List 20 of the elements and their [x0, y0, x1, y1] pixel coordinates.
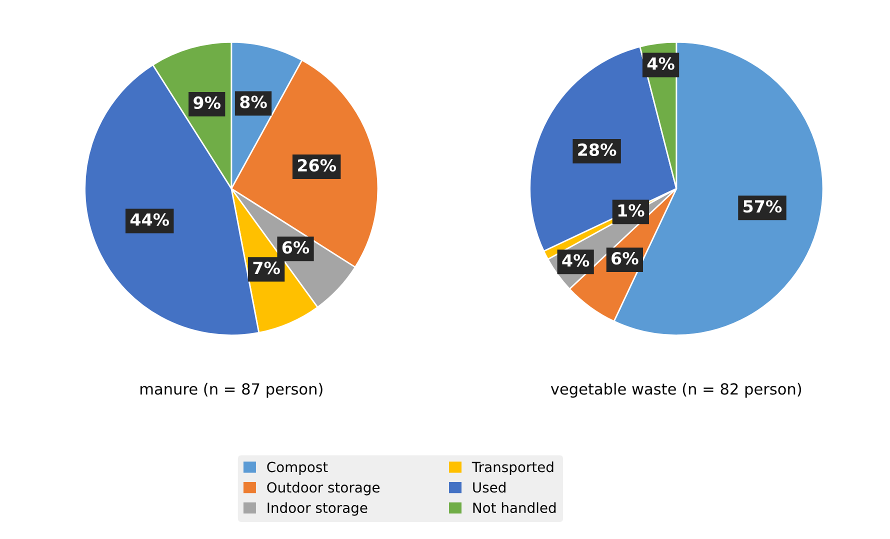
- legend-label: Outdoor storage: [267, 482, 380, 496]
- data-label: 9%: [194, 96, 220, 110]
- data-label: 8%: [240, 96, 267, 108]
- legend-label: Not handled: [473, 502, 556, 514]
- data-label: 1%: [618, 204, 644, 217]
- text: manure (n = 87 person): [140, 382, 322, 398]
- data-label: 6%: [282, 241, 310, 254]
- data-label: 28%: [578, 143, 616, 156]
- data-label: 7%: [253, 262, 280, 274]
- text: vegetable waste (n = 82 person): [550, 382, 802, 398]
- legend-label: Transported: [472, 462, 554, 475]
- legend-label: Used: [473, 482, 506, 493]
- data-label: 4%: [562, 254, 590, 267]
- legend-label: Compost: [267, 462, 328, 475]
- data-label: 57%: [744, 200, 782, 213]
- data-label: 26%: [298, 159, 336, 172]
- data-label: 6%: [612, 252, 638, 265]
- legend-label: Indoor storage: [268, 502, 368, 516]
- data-label: 4%: [647, 57, 674, 70]
- data-label: 44%: [130, 213, 170, 226]
